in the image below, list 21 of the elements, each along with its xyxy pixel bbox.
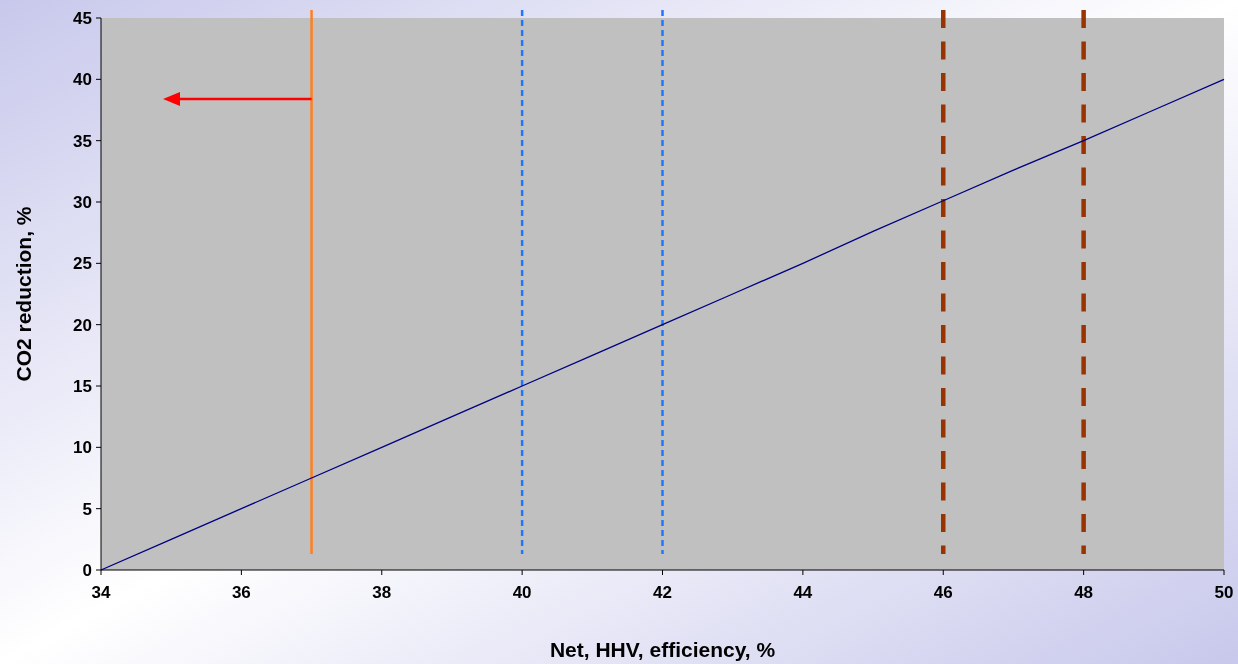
x-tick-label: 38: [372, 583, 392, 602]
x-axis-title: Net, HHV, efficiency, %: [549, 638, 776, 661]
x-tick-label: 46: [933, 583, 953, 602]
x-tick-label: 36: [231, 583, 251, 602]
y-tick-label: 15: [73, 376, 92, 396]
y-tick-label: 10: [73, 438, 92, 458]
y-tick-label: 5: [82, 499, 92, 519]
y-tick-label: 20: [73, 315, 92, 335]
y-tick-label: 35: [73, 131, 92, 151]
x-tick-label: 40: [512, 583, 532, 602]
y-tick-label: 40: [73, 70, 92, 90]
x-tick-label: 50: [1214, 583, 1234, 602]
x-tick-label: 34: [91, 583, 111, 602]
x-tick-label: 48: [1074, 583, 1094, 602]
y-tick-label: 25: [73, 254, 92, 274]
x-tick-label: 44: [793, 583, 813, 602]
y-tick-label: 0: [82, 560, 92, 580]
y-axis-title: CO2 reduction, %: [12, 206, 35, 382]
y-tick-label: 45: [73, 8, 92, 28]
x-tick-label: 42: [653, 583, 672, 602]
y-tick-label: 30: [73, 192, 92, 212]
